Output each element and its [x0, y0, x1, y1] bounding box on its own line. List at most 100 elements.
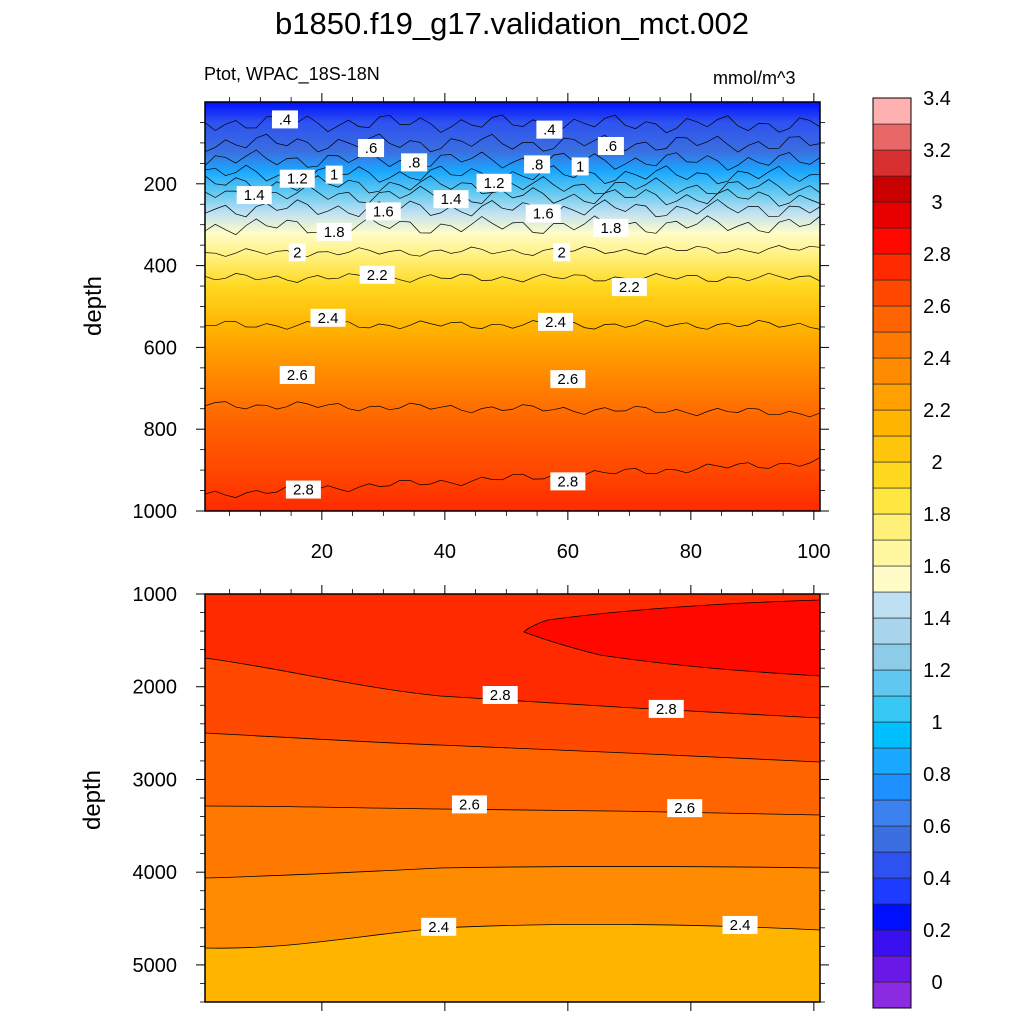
- upper-contour-line: [204, 245, 821, 258]
- lower-y-tick-label: 5000: [133, 955, 178, 977]
- upper-contour-label: 1.4: [236, 186, 272, 205]
- contour-label-text: 2.6: [557, 371, 578, 388]
- colorbar-swatch: [872, 539, 912, 567]
- contour-label-background: [536, 120, 563, 139]
- colorbar-swatch: [872, 695, 912, 723]
- contour-label-text: 1.4: [244, 187, 265, 204]
- lower-y-axis-label: depth: [79, 770, 106, 830]
- colorbar-swatch: [872, 149, 912, 177]
- colorbar-swatch: [872, 487, 912, 515]
- contour-label-text: 2.6: [459, 796, 480, 813]
- contour-label-text: 2.8: [557, 473, 578, 490]
- colorbar-tick-label: 1.8: [923, 504, 951, 526]
- upper-contour-label: 2.4: [538, 312, 574, 331]
- colorbar-swatch: [872, 799, 912, 827]
- contour-label-text: 2.4: [730, 917, 751, 934]
- upper-contour-label: 2.2: [359, 265, 395, 284]
- contour-label-background: [236, 186, 272, 205]
- contour-label-text: 2: [558, 244, 566, 261]
- contour-label-background: [524, 155, 551, 174]
- upper-contour-label: 2: [288, 243, 306, 262]
- upper-contour-line: [204, 319, 821, 330]
- colorbar-swatch: [872, 851, 912, 879]
- colorbar-swatch: [872, 617, 912, 645]
- colorbar-swatch: [872, 383, 912, 411]
- colorbar-swatch: [872, 643, 912, 671]
- contour-label-background: [279, 366, 315, 385]
- colorbar-tick-label: 2: [931, 452, 942, 474]
- colorbar-tick-label: 0: [931, 972, 942, 994]
- upper-contour-label: 1.8: [316, 222, 352, 241]
- lower-y-tick-label: 1000: [133, 584, 178, 606]
- contour-label-text: 2.4: [428, 919, 449, 936]
- colorbar-swatch: [872, 773, 912, 801]
- contour-label-background: [538, 312, 574, 331]
- colorbar-tick-label: 3.4: [923, 88, 951, 110]
- upper-contour-label: 1.6: [525, 204, 561, 223]
- lower-y-tick-label: 3000: [133, 769, 178, 791]
- contour-label-background: [310, 308, 346, 327]
- colorbar-swatch: [872, 877, 912, 905]
- contour-label-background: [550, 472, 586, 491]
- colorbar-swatch: [872, 825, 912, 853]
- colorbar-swatch: [872, 123, 912, 151]
- upper-contour-line: [204, 149, 821, 171]
- colorbar-tick-label: 1.6: [923, 556, 951, 578]
- colorbar-tick-label: 2.2: [923, 400, 951, 422]
- upper-contour-label: 1.2: [476, 173, 512, 192]
- upper-contour-label: 2.8: [550, 472, 586, 491]
- contour-label-text: .4: [543, 122, 556, 139]
- upper-contour-line: [204, 272, 821, 283]
- upper-axes: 200 400 600 800 1000 20 40 60 80 100: [133, 93, 831, 563]
- upper-contour-label: 1: [571, 157, 589, 176]
- contour-label-background: [401, 153, 428, 172]
- contour-label-background: [667, 799, 703, 818]
- contour-label-background: [288, 243, 306, 262]
- colorbar-tick-label: 1: [931, 712, 942, 734]
- upper-x-tick-label: 60: [557, 541, 579, 563]
- colorbar-swatch: [872, 903, 912, 931]
- colorbar-swatch: [872, 513, 912, 541]
- upper-contour-line: [204, 215, 821, 236]
- upper-y-axis-label: depth: [80, 276, 107, 336]
- contour-label-text: .8: [408, 154, 421, 171]
- contour-label-text: 1.8: [324, 224, 345, 241]
- upper-contour-label: 1.8: [593, 218, 629, 237]
- contour-label-text: 2.4: [318, 310, 339, 327]
- contour-label-text: 1: [330, 167, 338, 184]
- upper-contour-label: 2: [553, 243, 571, 262]
- colorbar-tick-label: 0.4: [923, 868, 951, 890]
- upper-contour-label: .8: [401, 153, 428, 172]
- colorbar-swatch: [872, 357, 912, 385]
- upper-x-tick-label: 40: [434, 541, 456, 563]
- contour-label-background: [316, 222, 352, 241]
- lower-contour-label: 2.4: [722, 915, 758, 934]
- upper-y-tick-label: 800: [144, 419, 177, 441]
- colorbar-swatch: [872, 409, 912, 437]
- contour-label-background: [433, 190, 469, 209]
- upper-contour-line: [204, 114, 821, 134]
- contour-label-background: [550, 370, 586, 389]
- colorbar-swatch: [872, 747, 912, 775]
- upper-contour-label: 2.6: [550, 370, 586, 389]
- lower-panel: 2.82.82.6 2.62.4 2.4 10002000300040005000 …: [79, 584, 829, 1011]
- contour-label-text: 2.8: [490, 687, 511, 704]
- upper-contour-label: 1: [325, 165, 343, 184]
- contour-label-background: [358, 139, 385, 158]
- contour-label-background: [476, 173, 512, 192]
- upper-y-tick-label: 600: [144, 337, 177, 359]
- chart-title: b1850.f19_g17.validation_mct.002: [275, 6, 749, 41]
- upper-y-tick-label: 200: [144, 174, 177, 196]
- colorbar-swatch: [872, 305, 912, 333]
- contour-label-background: [279, 169, 315, 188]
- upper-contour-label: 2.6: [279, 366, 315, 385]
- colorbar-swatch: [872, 955, 912, 983]
- colorbar-tick-label: 0.8: [923, 764, 951, 786]
- upper-contour-lines: [204, 114, 821, 498]
- contour-label-background: [571, 157, 589, 176]
- contour-label-background: [285, 480, 321, 499]
- lower-y-tick-label: 2000: [133, 677, 178, 699]
- upper-contour-line: [204, 401, 821, 418]
- colorbar-tick-label: 0.2: [923, 920, 951, 942]
